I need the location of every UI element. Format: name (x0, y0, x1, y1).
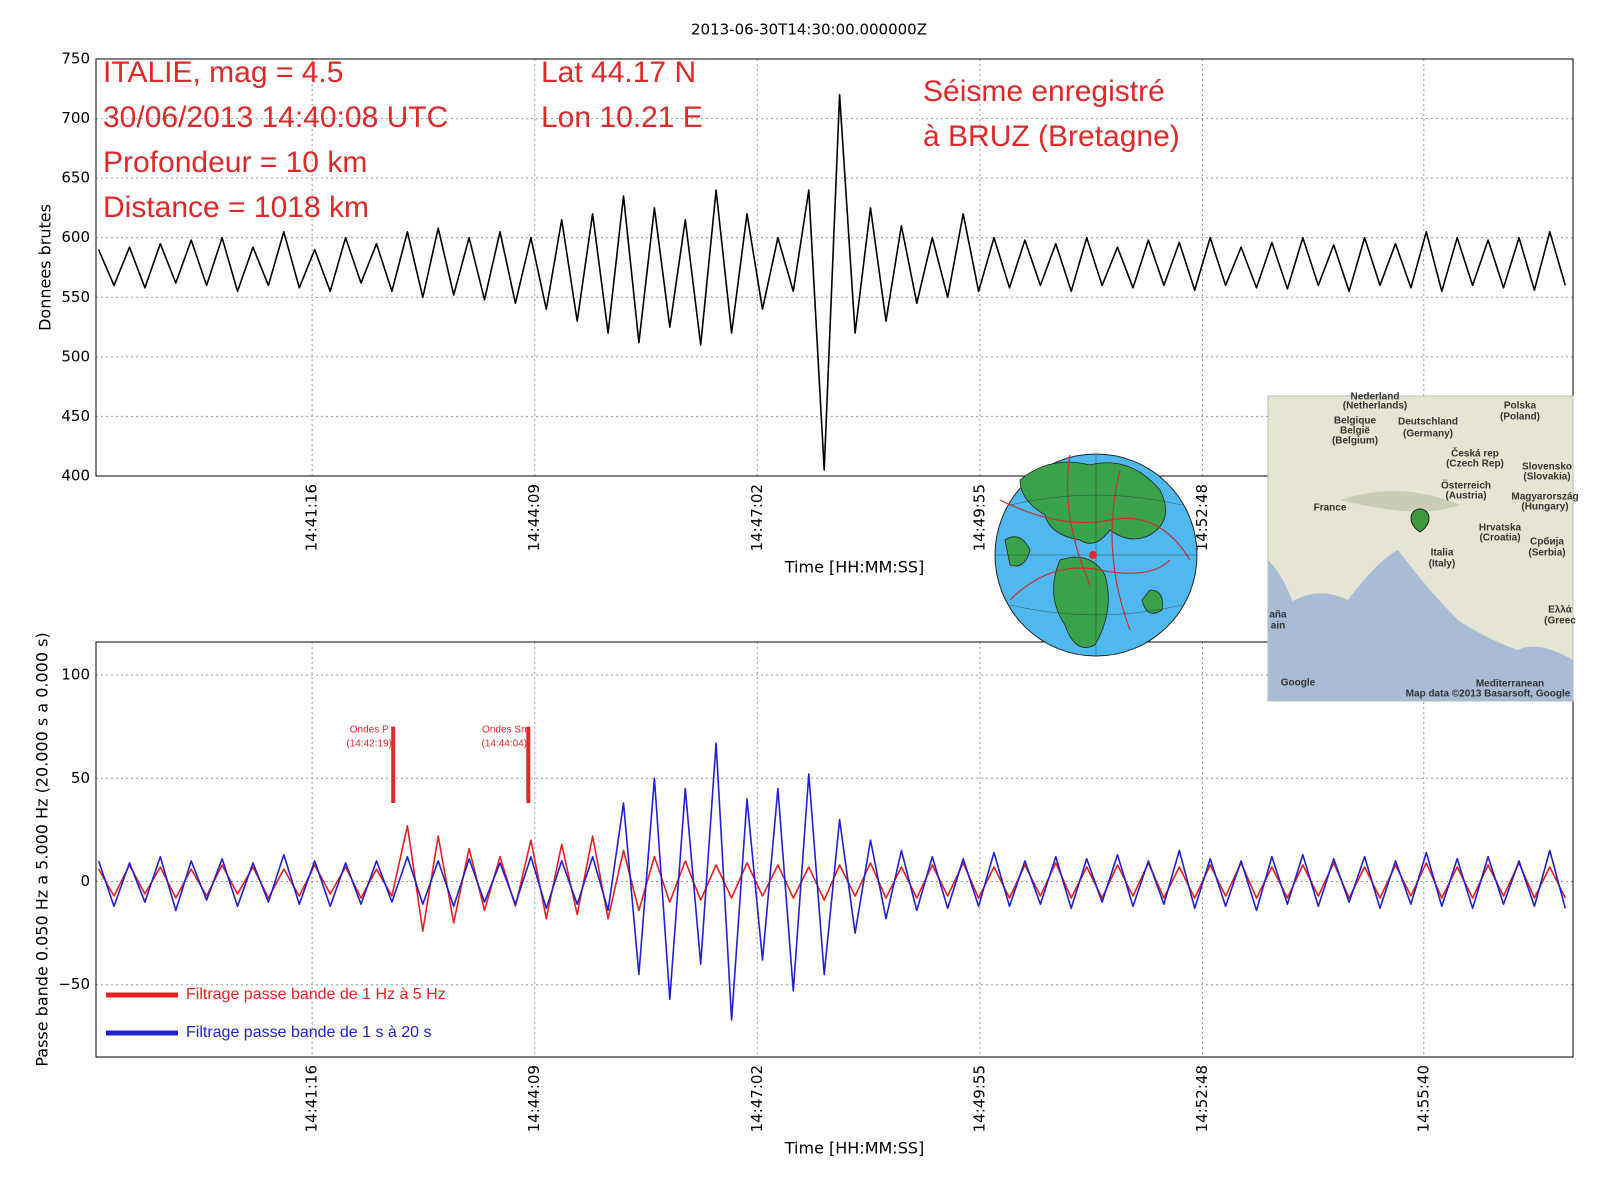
x-tick-label: 14:44:09 (525, 1065, 543, 1132)
y-tick-label: 650 (61, 169, 90, 187)
y-tick-label: 450 (61, 407, 90, 425)
y-tick-label: 50 (71, 769, 90, 787)
map-label: Belgique (1334, 416, 1377, 427)
y-axis-label: Passe bande 0.050 Hz a 5.000 Hz (20.000 … (33, 632, 52, 1066)
map-label: Србија (1530, 536, 1564, 548)
globe-plates (999, 454, 1191, 631)
map-label: (Hungary) (1521, 502, 1568, 513)
y-tick-label: 550 (61, 288, 90, 306)
x-axis-label: Time [HH:MM:SS] (784, 1139, 925, 1158)
map-label: Polska (1504, 401, 1537, 412)
x-tick-label: 14:52:48 (1193, 1065, 1211, 1132)
map-label: (Czech Rep) (1446, 459, 1504, 470)
map-label: (Croatia) (1479, 533, 1520, 544)
y-tick-label: 0 (80, 872, 90, 890)
map-label: Deutschland (1398, 417, 1458, 428)
annotation: Lat 44.17 N (541, 56, 696, 89)
marker-label: Ondes P (350, 724, 389, 735)
map-label: France (1314, 503, 1347, 514)
map-sea (1268, 550, 1573, 701)
map-label: aña (1269, 610, 1287, 621)
map-label: (Italy) (1429, 559, 1456, 570)
map-label: Mediterranean (1476, 679, 1544, 690)
map-label: (Serbia) (1528, 548, 1565, 559)
axes-frame (95, 641, 1574, 1058)
y-axis-label: Donnees brutes (36, 204, 55, 331)
y-tick-label: 100 (61, 666, 90, 684)
x-tick-label: 14:52:48 (1193, 484, 1211, 551)
axes-frame (95, 58, 1574, 477)
annotation: Séisme enregistré (923, 75, 1165, 108)
map-label: Nederland (1351, 392, 1400, 403)
map-label: België (1340, 426, 1370, 437)
annotation: à BRUZ (Bretagne) (923, 120, 1180, 153)
map-label: Ελλά (1548, 605, 1573, 616)
map-label: Magyarország (1511, 492, 1578, 503)
x-tick-label: 14:41:16 (303, 1065, 321, 1132)
y-tick-label: −50 (58, 975, 90, 993)
map-pin (1410, 508, 1430, 533)
x-tick-label: 14:47:02 (748, 484, 766, 551)
annotation: 30/06/2013 14:40:08 UTC (103, 101, 448, 134)
y-tick-label: 600 (61, 228, 90, 246)
x-tick-label: 14:44:09 (525, 484, 543, 551)
waveform (97, 742, 1567, 1021)
x-tick-label: 14:49:55 (970, 1065, 988, 1132)
waveform (97, 93, 1567, 471)
y-tick-label: 500 (61, 347, 90, 365)
x-axis-label: Time [HH:MM:SS] (784, 558, 925, 577)
legend-label: Filtrage passe bande de 1 Hz à 5 Hz (186, 986, 446, 1003)
annotation: Profondeur = 10 km (103, 146, 367, 179)
map-label: (Poland) (1500, 412, 1540, 423)
plot-area (96, 642, 1573, 1057)
x-tick-label: 14:47:02 (748, 1065, 766, 1132)
map-label: Google (1281, 678, 1316, 689)
annotation: ITALIE, mag = 4.5 (103, 56, 343, 89)
map-label: (Germany) (1403, 429, 1453, 440)
map-label: ain (1271, 621, 1285, 632)
map-label: Italia (1431, 548, 1454, 559)
x-tick-label: 14:41:16 (303, 484, 321, 551)
x-tick-label: 14:49:55 (970, 484, 988, 551)
marker-time: (14:42:19) (346, 738, 392, 749)
globe (994, 453, 1198, 657)
map-label: (Netherlands) (1343, 401, 1407, 412)
legend-label: Filtrage passe bande de 1 s à 20 s (186, 1024, 432, 1041)
map-label: Hrvatska (1479, 523, 1522, 534)
map-label: (Austria) (1445, 491, 1486, 502)
annotation: Lon 10.21 E (541, 101, 703, 134)
epicenter (1089, 551, 1097, 559)
map-alps (1340, 491, 1460, 512)
marker-label: Ondes Sn (482, 724, 526, 735)
y-tick-label: 400 (61, 467, 90, 485)
marker-time: (14:44:04) (481, 738, 527, 749)
map-label: Map data ©2013 Basarsoft, Google (1406, 689, 1571, 700)
annotation: Distance = 1018 km (103, 191, 369, 224)
page-title: 2013-06-30T14:30:00.000000Z (691, 21, 927, 39)
map-label: Česká rep (1451, 447, 1499, 460)
map-label: (Greec (1544, 616, 1576, 627)
y-tick-label: 750 (61, 50, 90, 68)
map-label: Österreich (1441, 479, 1491, 492)
map-label: Slovensko (1522, 462, 1572, 473)
inset-map: Nederland(Netherlands) BelgiqueBelgië(Bel… (1267, 392, 1579, 702)
map-label: (Belgium) (1332, 436, 1378, 447)
y-tick-label: 700 (61, 109, 90, 127)
x-tick-label: 14:55:40 (1414, 1065, 1432, 1132)
map-label: (Slovakia) (1523, 472, 1570, 483)
globe-land (1004, 461, 1167, 648)
